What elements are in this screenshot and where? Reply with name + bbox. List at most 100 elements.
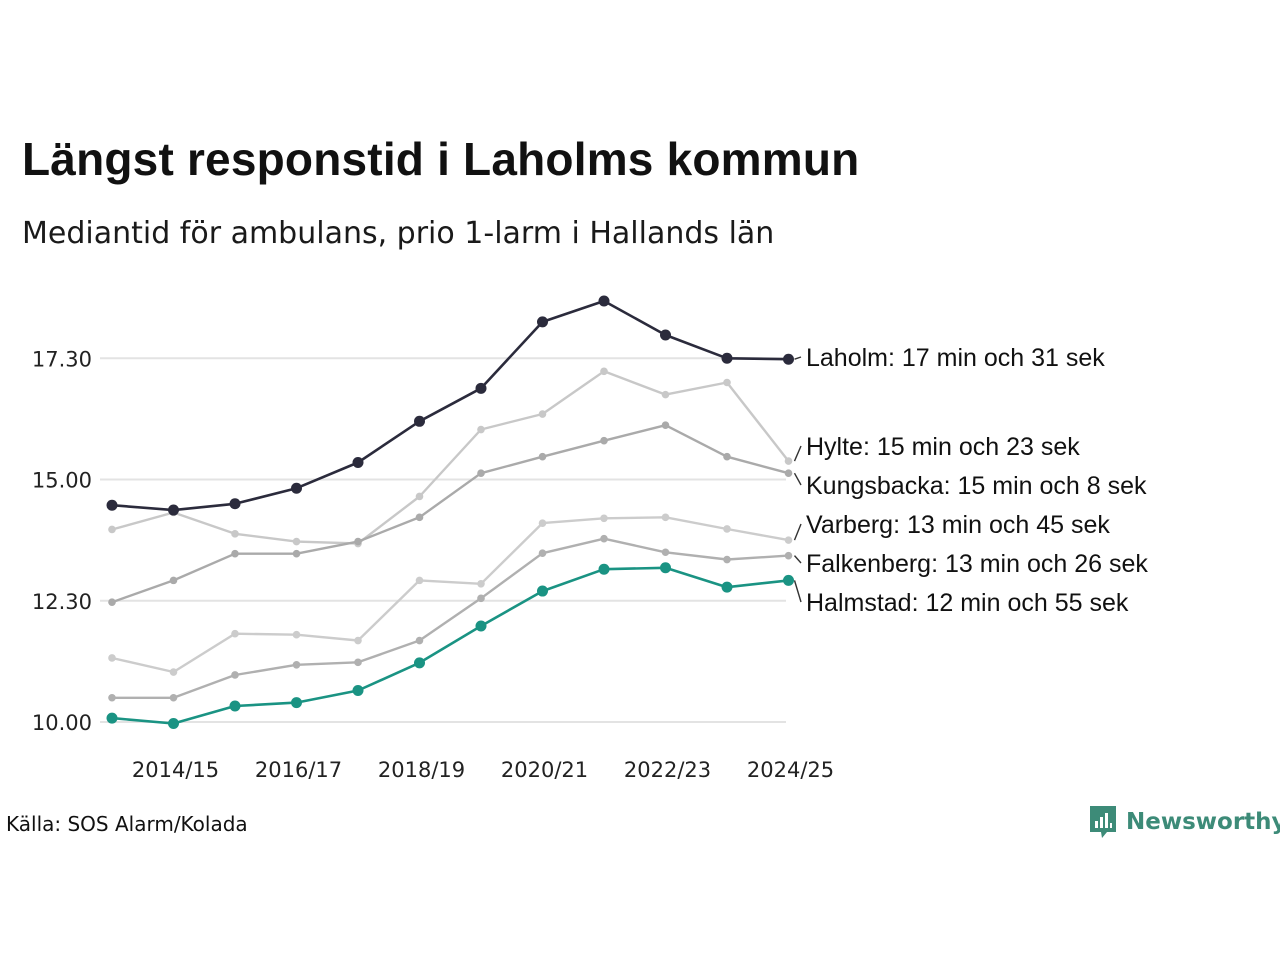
series-labels: Laholm: 17 min och 31 sek Hylte: 15 min o… <box>793 344 1148 617</box>
data-point-hylte <box>723 378 731 387</box>
leader-line-kungsbacka <box>793 472 802 486</box>
series-label-hylte: Hylte: 15 min och 23 sek <box>806 433 1080 461</box>
series-label-laholm: Laholm: 17 min och 31 sek <box>806 344 1105 372</box>
x-axis: 2014/15 2016/17 2018/19 2020/21 2022/23 2024/… <box>132 758 834 782</box>
data-point-hylte <box>292 537 301 546</box>
y-tick-label: 10.00 <box>32 711 92 735</box>
data-point-kungsbacka <box>415 513 424 522</box>
data-point-varberg <box>169 668 178 676</box>
grid-layer <box>100 357 786 723</box>
data-point-halmstad <box>475 620 487 632</box>
data-point-halmstad <box>229 700 241 712</box>
data-point-halmstad <box>352 684 364 696</box>
series-line-hylte <box>111 370 790 545</box>
data-point-hylte <box>108 525 116 534</box>
chart-title: Längst responstid i Laholms kommun <box>22 133 860 185</box>
leader-line-hylte <box>793 445 802 462</box>
data-point-kungsbacka <box>292 549 301 558</box>
data-point-falkenberg <box>169 693 178 702</box>
x-tick-label: 2020/21 <box>501 758 588 782</box>
data-point-kungsbacka <box>108 598 116 607</box>
series-layer <box>106 295 794 729</box>
leader-line-falkenberg <box>793 555 802 564</box>
data-point-varberg <box>723 525 731 533</box>
data-point-falkenberg <box>600 534 608 543</box>
data-point-halmstad <box>414 657 425 669</box>
chart-subtitle: Mediantid för ambulans, prio 1-larm i Ha… <box>22 216 775 251</box>
data-point-varberg <box>108 654 116 662</box>
data-point-varberg <box>661 513 670 522</box>
x-tick-label: 2024/25 <box>747 758 834 782</box>
y-tick-label: 15.00 <box>32 469 92 493</box>
data-point-halmstad <box>537 585 548 597</box>
x-tick-label: 2016/17 <box>255 758 342 782</box>
leader-line-laholm <box>794 356 802 360</box>
data-point-laholm <box>352 457 364 469</box>
data-point-varberg <box>784 536 793 544</box>
data-point-kungsbacka <box>538 452 547 461</box>
data-point-halmstad <box>106 712 118 724</box>
data-point-halmstad <box>598 563 610 575</box>
data-point-laholm <box>598 295 610 307</box>
x-tick-label: 2018/19 <box>378 758 465 782</box>
data-point-halmstad <box>291 697 302 709</box>
data-point-hylte <box>415 492 424 501</box>
data-point-falkenberg <box>231 671 239 679</box>
data-point-hylte <box>784 457 793 465</box>
y-tick-label: 17.30 <box>32 347 92 371</box>
data-point-falkenberg <box>723 555 731 564</box>
data-point-varberg <box>477 579 485 588</box>
data-point-laholm <box>475 382 487 394</box>
data-point-falkenberg <box>661 548 670 557</box>
y-tick-label: 12.30 <box>32 590 92 614</box>
source-note: Källa: SOS Alarm/Kolada <box>6 812 248 836</box>
data-point-falkenberg <box>477 594 485 603</box>
x-tick-label: 2014/15 <box>132 758 219 782</box>
data-point-kungsbacka <box>354 537 362 546</box>
data-point-hylte <box>231 530 239 538</box>
series-label-halmstad: Halmstad: 12 min och 55 sek <box>806 589 1129 617</box>
leader-line-varberg <box>793 523 802 541</box>
data-point-varberg <box>292 630 301 639</box>
data-point-falkenberg <box>415 636 424 645</box>
series-label-varberg: Varberg: 13 min och 45 sek <box>806 511 1110 539</box>
data-point-laholm <box>660 329 671 341</box>
leader-line-halmstad <box>793 580 802 603</box>
y-axis: 10.00 12.30 15.00 17.30 <box>32 347 92 735</box>
data-point-kungsbacka <box>231 549 239 558</box>
brand-logo: Newsworthy <box>1088 804 1280 840</box>
data-point-hylte <box>538 410 547 418</box>
series-line-varberg <box>111 516 789 674</box>
data-point-laholm <box>229 498 241 510</box>
data-point-falkenberg <box>292 660 301 669</box>
data-point-kungsbacka <box>169 576 178 585</box>
data-point-varberg <box>354 636 362 645</box>
data-point-laholm <box>168 504 179 516</box>
data-point-varberg <box>415 576 424 585</box>
brand-name: Newsworthy <box>1126 809 1280 835</box>
data-point-falkenberg <box>538 549 547 558</box>
series-line-falkenberg <box>112 537 789 699</box>
series-label-falkenberg: Falkenberg: 13 min och 26 sek <box>806 550 1148 578</box>
data-point-varberg <box>538 519 547 527</box>
data-point-kungsbacka <box>784 469 793 477</box>
data-point-kungsbacka <box>723 452 731 461</box>
data-point-varberg <box>231 629 239 638</box>
data-point-laholm <box>291 482 302 494</box>
series-line-kungsbacka <box>111 424 789 604</box>
data-point-kungsbacka <box>661 421 670 429</box>
series-line-laholm <box>111 299 789 512</box>
data-point-varberg <box>600 514 608 523</box>
series-line-halmstad <box>111 566 789 725</box>
data-point-laholm <box>106 499 118 511</box>
series-label-kungsbacka: Kungsbacka: 15 min och 8 sek <box>806 472 1147 500</box>
data-point-falkenberg <box>108 693 116 702</box>
data-point-laholm <box>414 415 425 427</box>
data-point-laholm <box>783 353 794 365</box>
data-point-halmstad <box>783 574 794 586</box>
data-point-falkenberg <box>784 551 793 560</box>
data-point-falkenberg <box>354 658 362 667</box>
data-point-halmstad <box>721 581 733 593</box>
data-point-laholm <box>537 316 548 328</box>
